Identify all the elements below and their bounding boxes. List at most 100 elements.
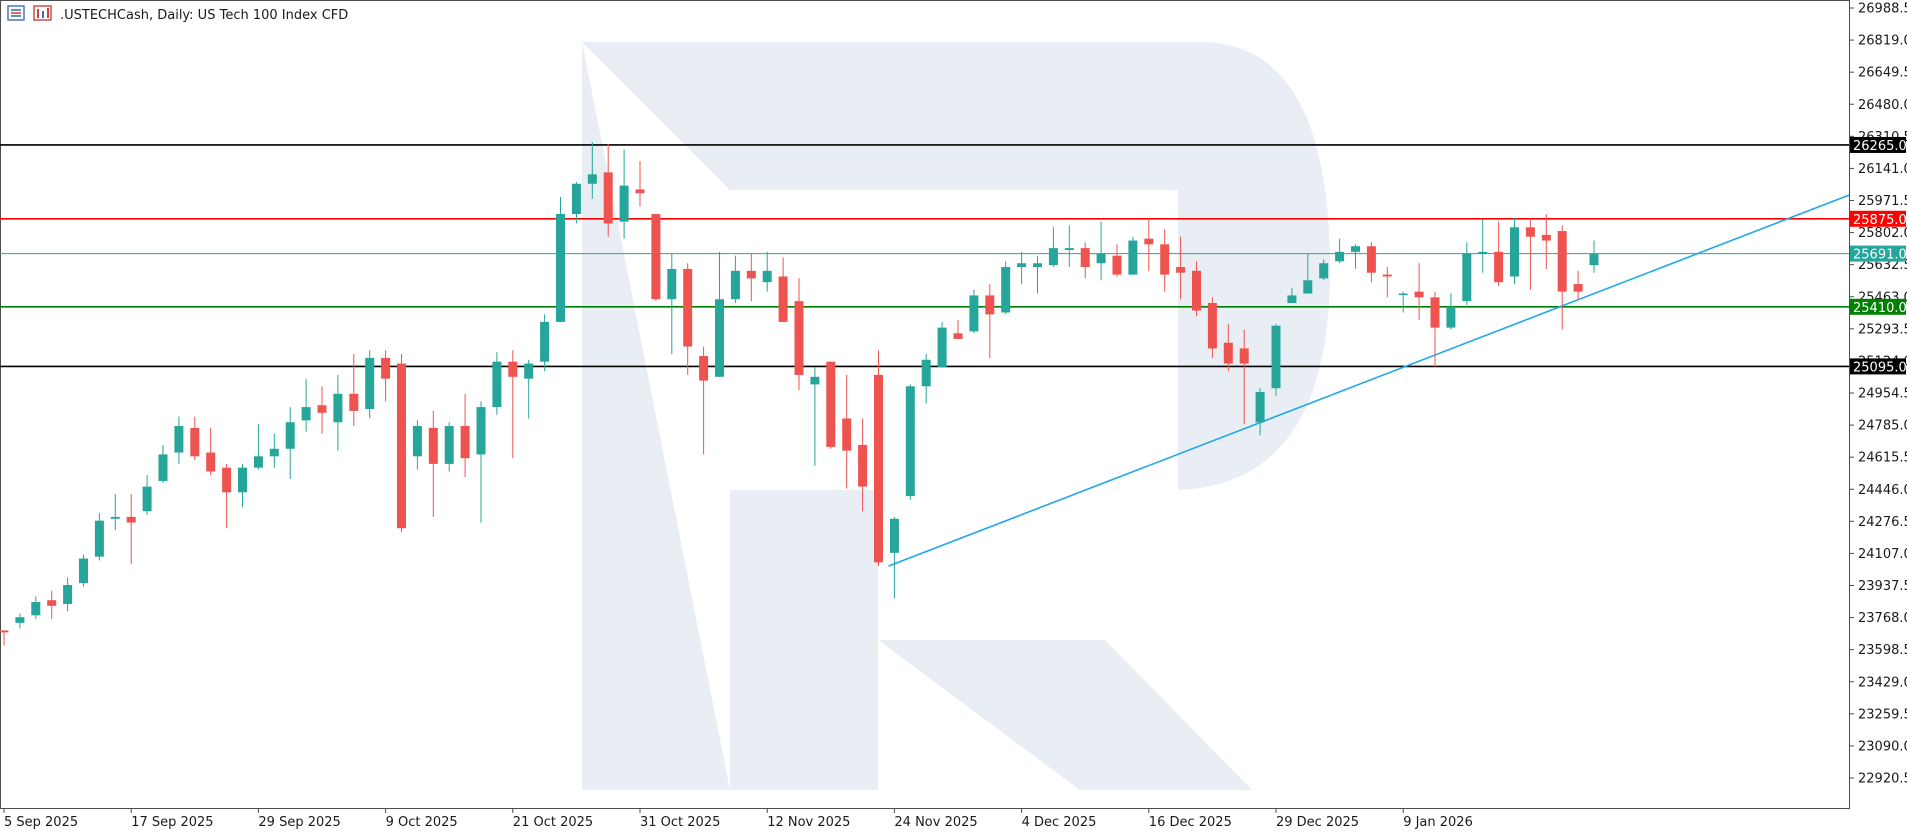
y-tick-label: 24954.5 bbox=[1858, 387, 1907, 402]
candle-body bbox=[1446, 306, 1456, 328]
candle-body bbox=[524, 363, 534, 379]
price-badge-label: 25875.0 bbox=[1853, 213, 1907, 228]
y-tick-label: 26480.0 bbox=[1858, 98, 1907, 113]
candle-body bbox=[746, 270, 756, 279]
candle-body bbox=[1271, 325, 1281, 389]
y-tick-label: 26819.0 bbox=[1858, 34, 1907, 49]
price-badge-label: 25691.0 bbox=[1853, 248, 1907, 263]
y-tick-label: 24615.5 bbox=[1858, 451, 1907, 466]
candles bbox=[0, 142, 1599, 646]
candle-body bbox=[0, 630, 9, 633]
candle-body bbox=[1414, 291, 1424, 298]
candle-body bbox=[1001, 267, 1011, 313]
candle-body bbox=[381, 357, 391, 379]
candle-body bbox=[1541, 234, 1551, 241]
x-tick-label: 9 Oct 2025 bbox=[386, 815, 458, 830]
candle-body bbox=[1287, 295, 1297, 303]
bar-chart-menu-icon[interactable] bbox=[7, 5, 25, 21]
candle-body bbox=[206, 452, 216, 472]
candle-body bbox=[1494, 251, 1504, 283]
candle-body bbox=[953, 333, 963, 339]
candle-body bbox=[1319, 263, 1329, 279]
candle-body bbox=[31, 602, 41, 616]
candle-body bbox=[476, 407, 486, 455]
candle-body bbox=[1144, 238, 1154, 245]
y-tick-label: 25971.5 bbox=[1858, 194, 1907, 209]
candle-body bbox=[1080, 248, 1090, 268]
candle-body bbox=[126, 516, 136, 523]
candle-body bbox=[619, 185, 629, 222]
candle-body bbox=[556, 214, 565, 322]
y-tick-label: 25632.5 bbox=[1858, 258, 1907, 273]
candle-body bbox=[317, 405, 327, 413]
candle-body bbox=[921, 359, 931, 387]
candle-body bbox=[635, 189, 645, 194]
candle-body bbox=[285, 422, 295, 449]
candle-body bbox=[683, 268, 693, 347]
candle-body bbox=[587, 174, 597, 184]
x-tick-label: 16 Dec 2025 bbox=[1149, 815, 1232, 830]
candle-body bbox=[1192, 270, 1201, 311]
candle-body bbox=[1557, 231, 1567, 292]
x-tick-label: 31 Oct 2025 bbox=[640, 815, 720, 830]
candle-body bbox=[858, 444, 868, 487]
candle-body bbox=[158, 454, 168, 481]
y-tick-label: 23768.0 bbox=[1858, 611, 1907, 626]
candle-body bbox=[79, 558, 88, 584]
candle-body bbox=[1525, 227, 1535, 237]
horizontal-levels bbox=[0, 144, 1849, 368]
candle-body bbox=[778, 276, 788, 322]
candle-body bbox=[1239, 348, 1249, 364]
y-tick-label: 22920.5 bbox=[1858, 772, 1907, 787]
candle-body bbox=[730, 270, 740, 300]
y-tick-label: 25293.5 bbox=[1858, 322, 1907, 337]
candle-body bbox=[460, 426, 470, 459]
y-tick-label: 26649.5 bbox=[1858, 66, 1907, 81]
candle-body bbox=[301, 407, 311, 421]
candle-body bbox=[142, 486, 152, 512]
x-tick-label: 17 Sep 2025 bbox=[131, 815, 213, 830]
candle-body bbox=[1351, 246, 1360, 252]
price-badge-label: 25410.0 bbox=[1853, 301, 1907, 316]
y-tick-label: 24107.0 bbox=[1858, 547, 1907, 562]
candle-body bbox=[1048, 248, 1058, 266]
candle-body bbox=[667, 268, 677, 300]
candle-body bbox=[444, 426, 454, 464]
candle-body bbox=[1478, 251, 1488, 254]
y-tick-label: 23598.5 bbox=[1858, 643, 1907, 658]
candle-body bbox=[1462, 253, 1472, 302]
candle-body bbox=[508, 361, 518, 377]
x-tick-label: 24 Nov 2025 bbox=[894, 815, 977, 830]
x-tick-label: 29 Dec 2025 bbox=[1276, 815, 1359, 830]
candle-body bbox=[1128, 240, 1138, 275]
y-tick-label: 25802.0 bbox=[1858, 226, 1907, 241]
candle-body bbox=[1160, 244, 1170, 275]
y-tick-label: 23937.5 bbox=[1858, 579, 1907, 594]
candle-body bbox=[492, 361, 502, 408]
y-tick-label: 24276.5 bbox=[1858, 515, 1907, 530]
y-tick-label: 23090.0 bbox=[1858, 739, 1907, 754]
candle-body bbox=[699, 355, 709, 381]
candle-body bbox=[349, 393, 359, 411]
candle-body bbox=[889, 518, 899, 553]
y-axis: 26988.526819.026649.526480.026310.526141… bbox=[1849, 2, 1907, 787]
chart-title: .USTECHCash, Daily: US Tech 100 Index CF… bbox=[60, 8, 348, 23]
chart-properties-icon[interactable] bbox=[33, 5, 52, 21]
y-tick-label: 26988.5 bbox=[1858, 2, 1907, 17]
price-badge-label: 26265.0 bbox=[1853, 139, 1907, 154]
candle-body bbox=[810, 376, 820, 385]
candle-body bbox=[1255, 391, 1265, 423]
candle-body bbox=[842, 418, 852, 451]
candle-body bbox=[1223, 342, 1233, 364]
candle-body bbox=[969, 295, 979, 332]
candle-body bbox=[571, 183, 581, 215]
candle-body bbox=[365, 357, 375, 409]
candle-body bbox=[874, 374, 883, 563]
candle-body bbox=[1430, 297, 1440, 328]
x-tick-label: 5 Sep 2025 bbox=[4, 815, 78, 830]
candle-body bbox=[715, 299, 724, 377]
candle-body bbox=[1112, 255, 1122, 275]
watermark-logo bbox=[582, 42, 1330, 790]
candle-body bbox=[1303, 280, 1313, 294]
